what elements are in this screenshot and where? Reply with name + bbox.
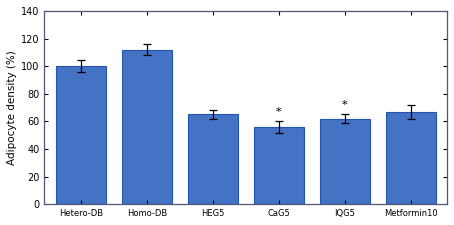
Text: *: *: [276, 107, 281, 117]
Bar: [386, 112, 435, 204]
Bar: [188, 115, 237, 204]
Bar: [56, 66, 105, 204]
Text: *: *: [342, 100, 348, 110]
Bar: [254, 127, 304, 204]
Y-axis label: Adipocyte density (%): Adipocyte density (%): [7, 50, 17, 165]
Bar: [320, 119, 370, 204]
Bar: [122, 50, 172, 204]
